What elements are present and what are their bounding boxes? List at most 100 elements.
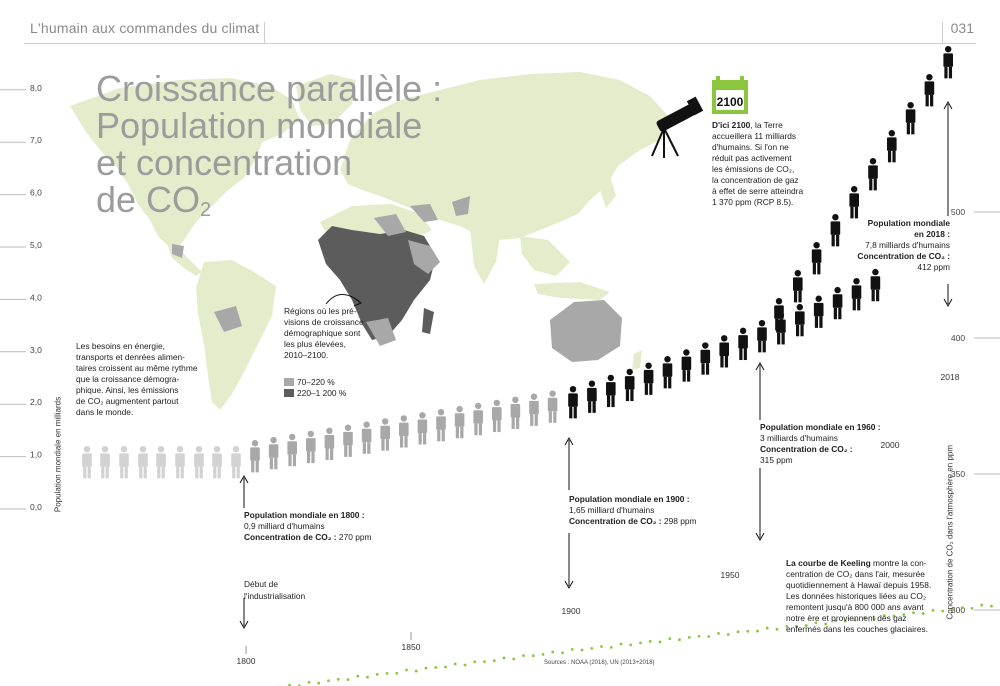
map-legend-swatches: [284, 378, 294, 397]
page-number: 031: [950, 20, 974, 36]
person-icon: [100, 446, 110, 479]
co2-point: [512, 657, 516, 661]
co2-point: [463, 663, 467, 667]
co2-point: [444, 665, 447, 669]
y-left-tick-label: 7,0: [30, 135, 42, 145]
axes: 0,0 1,0 2,0 3,0 4,0 5,0 6,0 7,0 8,0 300 350 400 500 1…: [0, 83, 1000, 666]
person-icon: [436, 409, 446, 442]
y-left-tick-label: 8,0: [30, 83, 42, 93]
co2-point: [951, 607, 954, 611]
person-icon: [510, 396, 521, 429]
person-icon: [830, 214, 841, 247]
person-icon: [324, 427, 335, 460]
map-madagascar: [422, 308, 434, 334]
co2-point: [882, 614, 886, 617]
co2-point: [580, 648, 584, 652]
keeling-text: La courbe de Keeling montre la con-centr…: [786, 558, 932, 634]
y-left-tick-label: 4,0: [30, 292, 42, 302]
co2-point: [522, 654, 525, 657]
co2-point: [902, 613, 906, 616]
co2-point: [395, 671, 399, 675]
person-icon: [287, 433, 297, 467]
telescope-icon: [651, 96, 704, 158]
person-icon: [887, 130, 897, 163]
co2-point: [970, 606, 974, 610]
annotation-1800: Population mondiale en 1800 :0,9 milliar…: [244, 510, 372, 542]
map-southeast-asia: [520, 236, 570, 276]
x-tick-label: 2018: [941, 372, 960, 382]
map-bolivia-light: [214, 306, 242, 332]
co2-point: [317, 681, 321, 685]
person-icon: [624, 368, 635, 402]
map-eurasia: [340, 72, 670, 240]
co2-point: [990, 604, 993, 608]
source-note: Sources : NOAA (2018), UN (2013+2018): [544, 660, 655, 666]
y-right-tick-label: 400: [951, 333, 965, 343]
world-map: [70, 72, 670, 410]
map-greenland: [296, 74, 356, 126]
map-note: Régions où les pré-visions de croissance…: [284, 306, 364, 360]
co2-point: [561, 651, 564, 655]
header-rule: [24, 43, 976, 44]
person-icon: [700, 342, 711, 375]
person-icon: [306, 430, 316, 464]
person-icon: [82, 446, 92, 479]
co2-point: [668, 637, 672, 641]
person-icon: [156, 446, 166, 479]
co2-point: [726, 633, 730, 636]
co2-point: [873, 617, 876, 621]
y-right-title: Concentration de CO₂ dans l'atmosphère e…: [945, 444, 955, 620]
co2-point: [424, 666, 428, 670]
person-icon: [606, 374, 616, 408]
map-africa-dark: [318, 226, 436, 340]
co2-point: [678, 638, 681, 642]
co2-point: [736, 630, 740, 634]
y-left-tick-label: 1,0: [30, 450, 42, 460]
co2-point: [648, 640, 652, 643]
intro-text: Les besoins en énergie, transports et den…: [76, 341, 198, 417]
co2-point: [960, 606, 964, 610]
x-tick-label: 1950: [721, 570, 740, 580]
co2-point: [912, 611, 915, 614]
person-icon: [231, 446, 241, 479]
population-pictogram: [82, 46, 953, 479]
co2-point: [756, 629, 759, 633]
x-tick-label: 1850: [402, 642, 421, 652]
co2-point: [414, 669, 418, 673]
co2-point: [600, 645, 603, 648]
person-icon: [194, 446, 204, 479]
person-icon: [832, 286, 843, 320]
person-icon: [492, 399, 502, 433]
co2-point: [707, 635, 711, 638]
map-legend-labels: 70–220 % 220–1 200 %: [297, 377, 346, 399]
person-icon: [250, 440, 260, 473]
co2-point: [921, 612, 925, 615]
co2-point: [834, 619, 837, 623]
co2-point: [366, 675, 369, 679]
co2-point: [551, 650, 555, 654]
co2-point: [336, 677, 340, 681]
x-tick-label: 1900: [562, 606, 581, 616]
map-middle-east-light: [410, 204, 438, 222]
person-icon: [738, 327, 748, 361]
co2-point: [453, 662, 457, 666]
co2-point: [843, 619, 847, 623]
person-icon: [268, 436, 279, 470]
map-africa-light-north: [374, 214, 406, 236]
person-icon: [868, 158, 878, 191]
main-title: Croissance parallèle : Population mondia…: [96, 68, 443, 221]
person-icon: [795, 303, 805, 337]
annotation-1960: Population mondiale en 1960 :3 milliards…: [760, 422, 881, 465]
co2-point: [570, 647, 574, 651]
map-north-america: [70, 78, 300, 250]
map-south-america: [196, 260, 276, 410]
person-icon: [547, 390, 558, 423]
person-icon: [643, 362, 654, 395]
header-divider: [264, 22, 265, 43]
co2-point: [288, 683, 291, 686]
person-icon: [568, 386, 578, 419]
co2-point: [795, 624, 798, 628]
person-icon: [399, 415, 409, 448]
person-icon: [361, 421, 372, 454]
